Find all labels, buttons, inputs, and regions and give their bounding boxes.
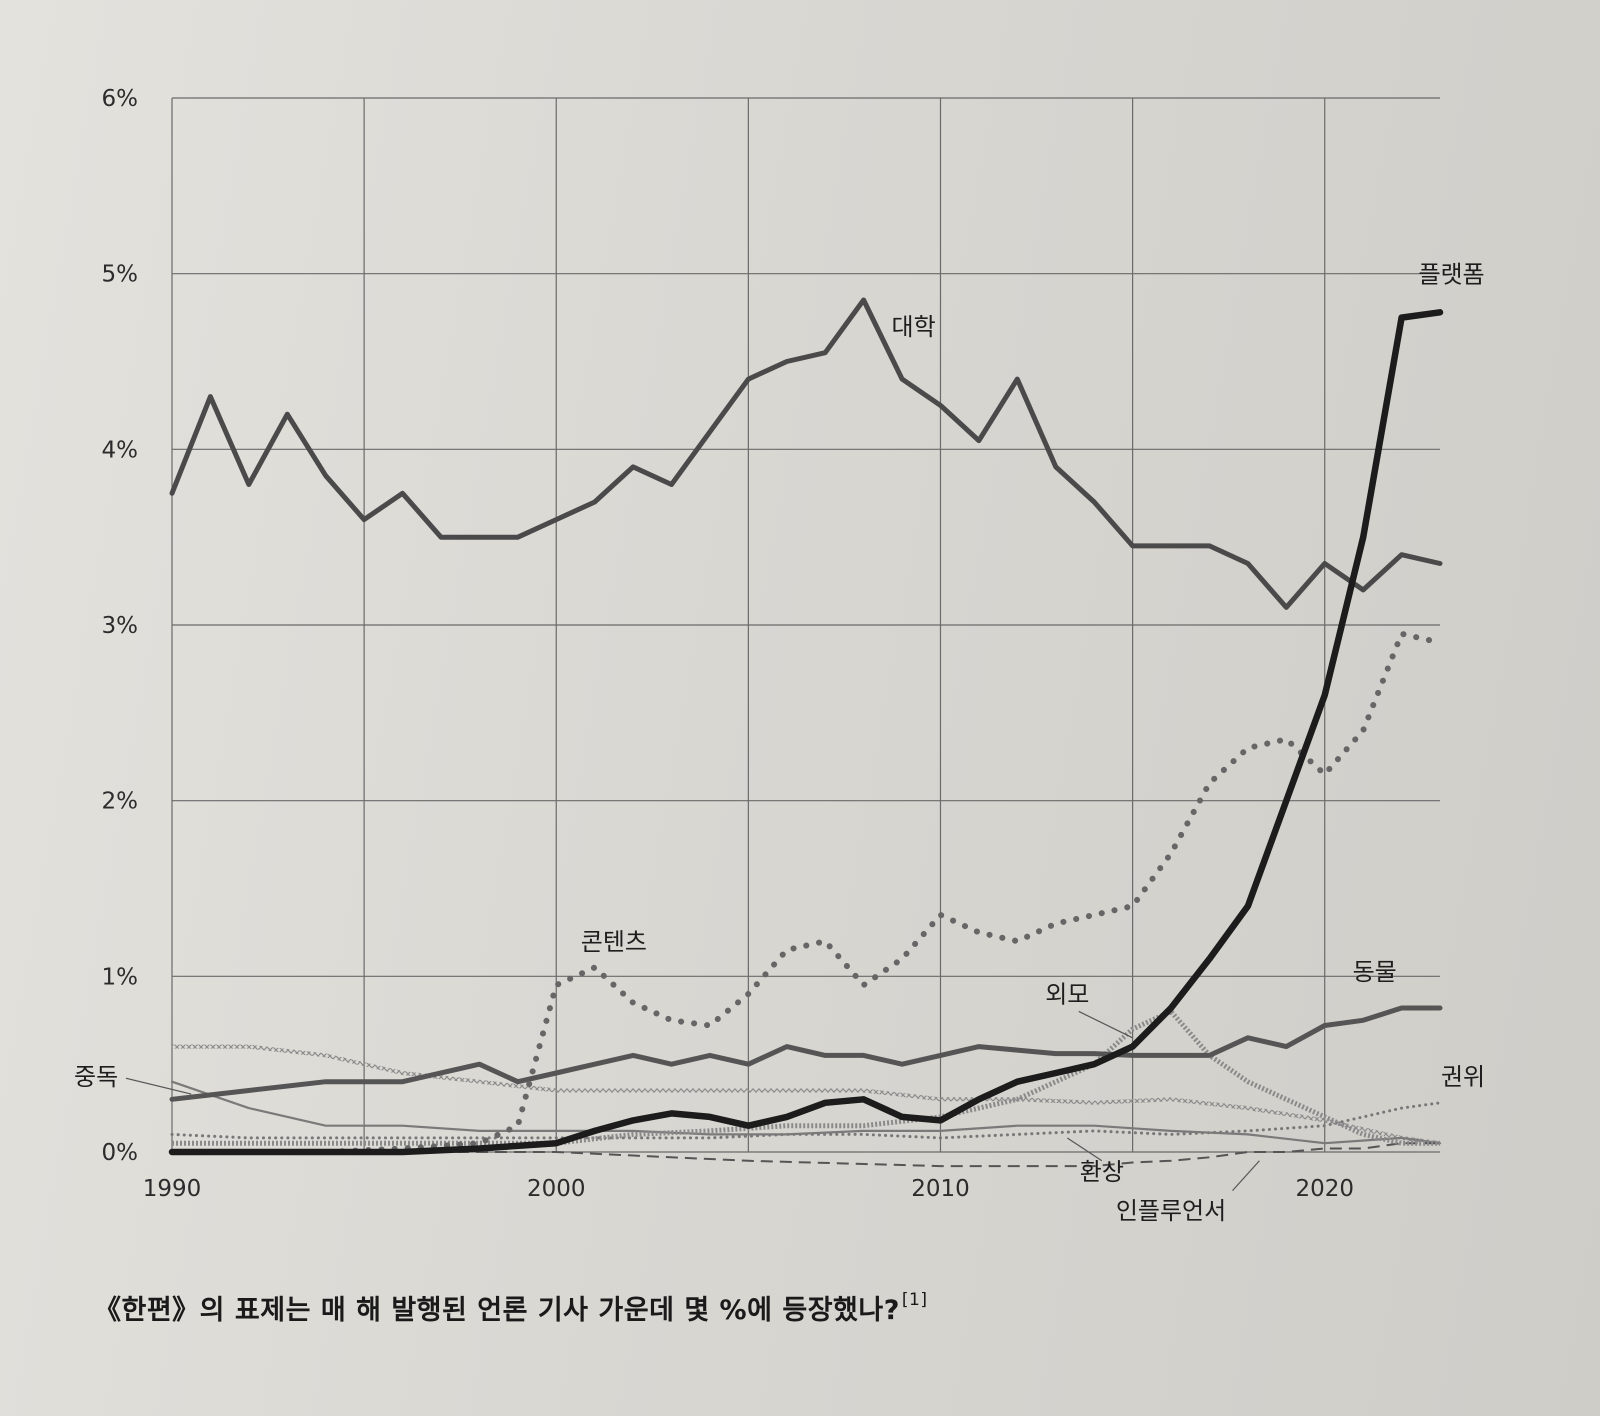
series-line-대학 — [169, 297, 1443, 610]
x-tick-label: 1990 — [143, 1176, 202, 1202]
series-line-콘텐츠 — [169, 630, 1443, 1155]
y-tick-label: 6% — [102, 86, 139, 112]
y-tick-label: 1% — [102, 964, 139, 990]
series-line-인플루언서 — [172, 1142, 1440, 1168]
grid — [171, 97, 1440, 1153]
axis-labels: 0% 1% 2% 3% 4% 5% 6% 1990 2000 2010 2020 — [102, 86, 1355, 1202]
series-line-환상 — [172, 1044, 1441, 1146]
caption-footnote: [1] — [901, 1290, 928, 1310]
series-label-동물: 동물 — [1353, 958, 1397, 986]
caption-text: 《한편》의 표제는 매 해 발행된 언론 기사 가운데 몇 %에 등장했나? — [94, 1295, 900, 1326]
x-tick-label: 2000 — [527, 1176, 586, 1202]
x-tick-label: 2010 — [911, 1176, 970, 1202]
series-label-환상: 환상 — [1080, 1158, 1124, 1186]
series-line-외모 — [172, 1009, 1440, 1146]
series-label-외모: 외모 — [1045, 981, 1089, 1009]
series-label-플랫폼: 플랫폼 — [1418, 260, 1484, 288]
y-tick-label: 4% — [102, 437, 139, 463]
y-tick-label: 2% — [102, 789, 139, 815]
y-tick-label: 5% — [102, 262, 139, 288]
series-line-권위 — [170, 1101, 1442, 1140]
y-tick-label: 3% — [102, 613, 139, 639]
y-tick-label: 0% — [102, 1140, 139, 1166]
series-line-동물 — [169, 1005, 1443, 1102]
series-label-인플루언서: 인플루언서 — [1116, 1197, 1226, 1225]
series-label-권위: 권위 — [1441, 1063, 1485, 1091]
leader-line-환상 — [1066, 1137, 1103, 1162]
x-tick-label: 2020 — [1295, 1176, 1354, 1202]
series-line-중독 — [170, 1080, 1442, 1145]
series-line-플랫폼 — [168, 309, 1444, 1156]
leader-line-중독 — [125, 1077, 192, 1095]
series-label-대학: 대학 — [892, 313, 936, 341]
series-label-콘텐츠: 콘텐츠 — [581, 928, 647, 956]
leader-line-인플루언서 — [1232, 1160, 1260, 1192]
leader-line-외모 — [1078, 1010, 1133, 1039]
chart-caption: 《한편》의 표제는 매 해 발행된 언론 기사 가운데 몇 %에 등장했나? [1… — [94, 1288, 927, 1327]
series-lines — [168, 297, 1444, 1168]
series-label-중독: 중독 — [74, 1063, 118, 1091]
